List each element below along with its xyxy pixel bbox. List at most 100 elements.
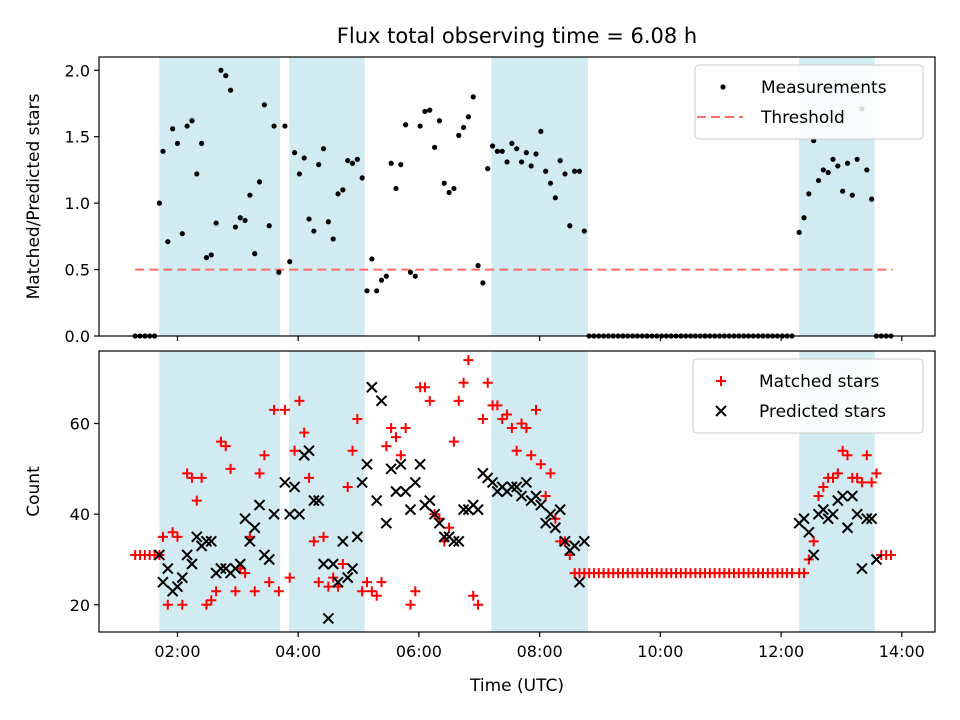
predicted-star-point	[313, 494, 325, 507]
x-tick-label: 06:00	[396, 642, 442, 661]
measurement-point	[403, 122, 409, 128]
matched-star-point	[201, 599, 212, 610]
measurement-point	[849, 192, 855, 198]
measurement-point	[316, 162, 322, 168]
matched-stars-series	[130, 355, 896, 610]
matched-star-point	[259, 450, 270, 461]
matched-star-point	[842, 450, 853, 461]
matched-star-point	[337, 559, 348, 570]
predicted-stars-series	[153, 381, 883, 625]
measurement-point	[364, 288, 370, 294]
predicted-star-point	[539, 517, 552, 529]
matched-star-point	[269, 404, 280, 415]
y-tick-label: 1.5	[65, 128, 90, 147]
legend-box	[692, 358, 924, 434]
measurement-point	[489, 143, 496, 149]
measurement-point	[232, 224, 239, 230]
measurement-point	[840, 188, 846, 194]
matched-star-point	[254, 468, 265, 479]
observing-window-band	[289, 57, 365, 336]
measurement-point	[815, 177, 822, 184]
x-axis-label: Time (UTC)	[469, 676, 564, 696]
x-tick-label: 10:00	[637, 642, 683, 661]
measurement-point	[383, 273, 389, 279]
predicted-star-point	[200, 535, 213, 548]
predicted-star-point	[337, 535, 349, 548]
measurement-point	[427, 107, 433, 113]
matched-star-point	[497, 413, 508, 424]
predicted-star-point	[520, 476, 533, 489]
predicted-star-point	[544, 508, 557, 520]
predicted-star-point	[370, 494, 383, 507]
measurement-point	[170, 126, 176, 132]
predicted-star-point	[424, 494, 436, 507]
measurement-point	[485, 166, 491, 172]
predicted-star-point	[433, 517, 446, 529]
measurement-point	[179, 231, 185, 237]
matched-star-point	[871, 468, 882, 479]
predicted-star-point	[181, 549, 193, 561]
predicted-star-point	[861, 512, 873, 525]
predicted-star-point	[438, 531, 450, 543]
predicted-star-point	[414, 458, 426, 471]
predicted-star-point	[457, 503, 470, 516]
measurement-point	[869, 196, 875, 202]
measurement-point	[306, 216, 312, 222]
matched-star-point	[885, 549, 896, 560]
predicted-star-point	[535, 499, 547, 511]
predicted-star-point	[549, 522, 562, 534]
measurement-point	[412, 273, 418, 279]
measurement-point	[160, 148, 166, 154]
measurement-point	[354, 156, 360, 162]
measurement-point	[417, 123, 423, 129]
legend: Matched stars Predicted stars	[692, 358, 924, 434]
measurement-point	[276, 269, 282, 275]
matched-star-point	[162, 599, 173, 610]
predicted-star-point	[404, 503, 417, 516]
matched-star-point	[526, 450, 537, 461]
predicted-star-point	[841, 522, 854, 534]
measurement-point	[576, 168, 583, 174]
matched-star-point	[294, 395, 305, 406]
legend-dot-marker	[720, 84, 726, 90]
matched-star-point	[299, 427, 310, 438]
predicted-star-point	[191, 531, 203, 543]
x-tick-label: 04:00	[275, 642, 321, 661]
measurement-point	[844, 160, 851, 166]
measurement-point	[533, 151, 539, 157]
predicted-star-point	[263, 553, 275, 566]
predicted-star-point	[798, 512, 810, 525]
measurement-point	[567, 223, 573, 229]
matched-star-point	[177, 599, 188, 610]
y-tick-label: 1.0	[65, 194, 90, 213]
matched-star-point	[211, 586, 222, 597]
measurement-point	[572, 168, 578, 174]
legend: Measurements Threshold	[694, 64, 924, 140]
observing-window-band	[491, 57, 588, 336]
predicted-star-point	[506, 481, 518, 493]
matched-star-point	[215, 436, 226, 447]
measurement-point	[581, 228, 587, 234]
measurement-point	[514, 146, 520, 152]
measurement-point	[311, 228, 317, 234]
matched-star-point	[366, 586, 377, 597]
measurement-point	[465, 114, 472, 120]
matched-star-point	[182, 468, 193, 479]
predicted-star-point	[856, 562, 868, 575]
measurement-point	[518, 159, 525, 165]
matched-star-point	[347, 445, 358, 456]
predicted-star-point	[215, 562, 227, 575]
legend-label: Predicted stars	[759, 402, 886, 422]
matched-star-point	[313, 577, 324, 588]
measurement-point	[422, 108, 428, 115]
predicted-star-point	[346, 562, 359, 575]
count-panel: 20 40 60 02:00 04:00 06:00 08:00 10:00 12:00 14:0…	[24, 350, 936, 661]
x-tick-label: 08:00	[517, 642, 563, 661]
matched-star-point	[473, 599, 484, 610]
measurement-point	[184, 123, 190, 129]
measurement-point	[504, 159, 510, 165]
matched-star-point	[381, 441, 392, 452]
legend-label: Measurements	[761, 78, 887, 98]
measurement-point	[509, 140, 515, 146]
